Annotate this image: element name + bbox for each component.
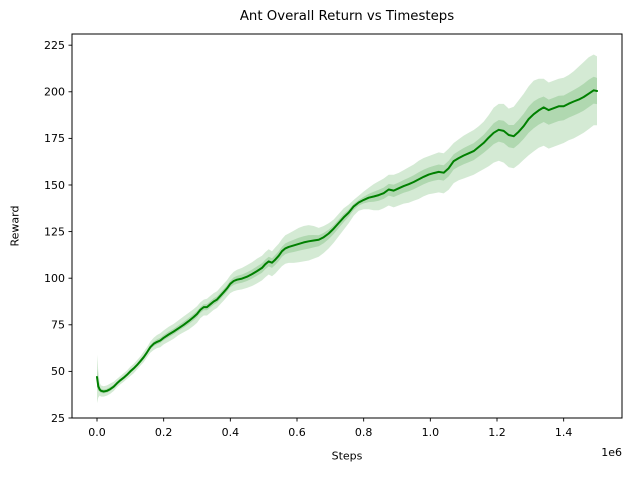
x-tick-label: 1.2 [488,426,506,439]
x-tick-label: 0.2 [155,426,173,439]
x-tick-label: 1.4 [555,426,573,439]
y-tick-label: 225 [44,39,65,52]
x-axis-offset-label: 1e6 [601,446,622,459]
x-tick-label: 0.4 [222,426,240,439]
chart-title: Ant Overall Return vs Timesteps [239,9,455,24]
y-tick-label: 50 [51,365,65,378]
x-tick-label: 0.6 [288,426,306,439]
reward-line [96,89,598,393]
y-tick-label: 175 [44,132,65,145]
x-tick-label: 0.8 [355,426,373,439]
y-tick-label: 125 [44,225,65,238]
y-tick-label: 150 [44,179,65,192]
x-tick-label: 1.0 [422,426,440,439]
y-tick-label: 75 [51,319,65,332]
x-tick-label: 0.0 [88,426,106,439]
y-tick-label: 100 [44,272,65,285]
confidence-band-inner [97,76,597,394]
y-tick-label: 200 [44,86,65,99]
plot-frame [71,33,623,419]
y-tick-label: 25 [51,412,65,425]
x-axis-label: Steps [331,449,363,463]
confidence-band [97,54,597,404]
